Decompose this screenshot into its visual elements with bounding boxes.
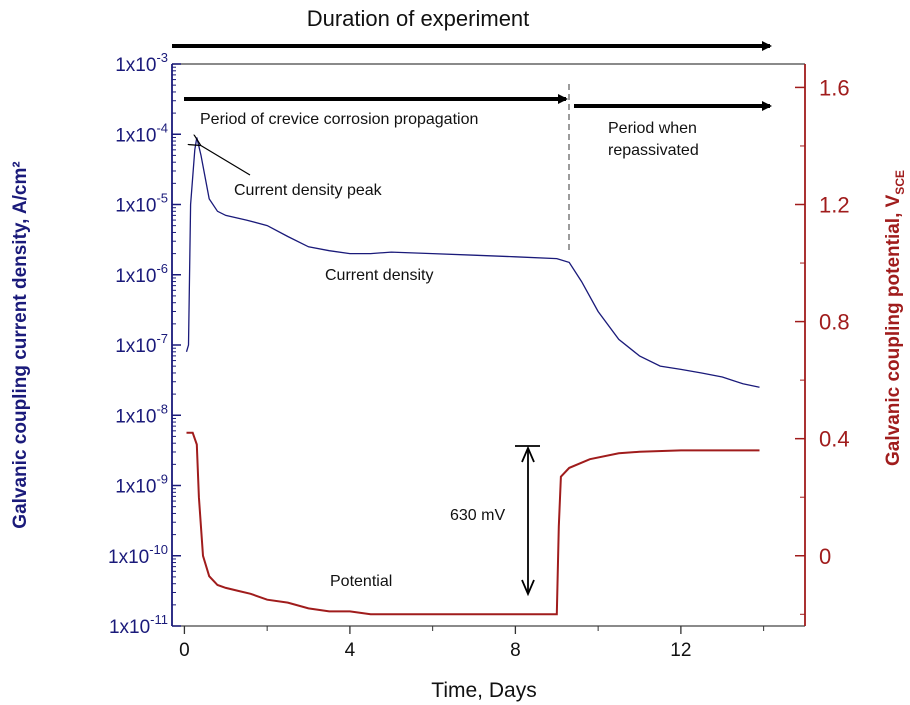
delta-arrowhead-top xyxy=(521,445,535,463)
series-line-potential xyxy=(186,431,760,616)
peak-label: Current density peak xyxy=(234,182,383,199)
y-left-tick-label: 1x10-10 xyxy=(108,542,168,568)
delta-arrowhead-bottom xyxy=(521,579,535,597)
y-left-tick-label: 1x10-3 xyxy=(115,50,168,76)
x-axis-ticks: 0 4 8 12 xyxy=(179,626,765,661)
y-axis-left-label: Galvanic coupling current density, A/cm² xyxy=(10,161,31,528)
current-density-label: Current density xyxy=(325,267,434,284)
y-right-tick-label: 0 xyxy=(819,544,831,569)
x-tick-label: 4 xyxy=(345,640,356,661)
peak-pointer-arrow xyxy=(200,145,251,176)
left-axis-ticks: 1x10-3 1x10-4 1x10-5 1x10-6 1x10-7 1x10-8 1x10… xyxy=(108,50,181,638)
y-left-tick-label: 1x10-7 xyxy=(115,331,168,357)
delta-label: 630 mV xyxy=(450,507,505,524)
y-left-tick-label: 1x10-8 xyxy=(115,401,168,427)
chart-title: Duration of experiment xyxy=(307,6,530,31)
repassivated-label-line1: Period when xyxy=(608,120,697,137)
y-axis-right-label: Galvanic coupling potential, VSCE xyxy=(883,170,907,466)
y-right-tick-label: 0.4 xyxy=(819,427,850,452)
y-left-tick-label: 1x10-5 xyxy=(115,191,168,217)
potential-label: Potential xyxy=(330,573,392,590)
y-left-tick-label: 1x10-9 xyxy=(115,472,168,498)
x-tick-label: 8 xyxy=(510,640,521,661)
right-axis-ticks: 1.6 1.2 0.8 0.4 0 xyxy=(795,75,850,615)
y-axis-right-label-subscript: SCE xyxy=(893,170,907,195)
repassivated-label-line2: repassivated xyxy=(608,142,699,159)
y-right-tick-label: 1.6 xyxy=(819,75,850,100)
series-line-current-density xyxy=(185,137,760,388)
y-axis-right-label-text: Galvanic coupling potential, V xyxy=(883,194,904,466)
y-right-tick-label: 1.2 xyxy=(819,193,850,218)
y-right-tick-label: 0.8 xyxy=(819,310,850,335)
y-left-tick-label: 1x10-4 xyxy=(115,120,168,146)
y-left-tick-label: 1x10-11 xyxy=(109,612,168,638)
propagation-label: Period of crevice corrosion propagation xyxy=(200,111,478,128)
x-axis-label: Time, Days xyxy=(431,679,536,702)
x-tick-label: 12 xyxy=(670,640,691,661)
x-tick-label: 0 xyxy=(179,640,190,661)
y-left-tick-label: 1x10-6 xyxy=(115,261,168,287)
